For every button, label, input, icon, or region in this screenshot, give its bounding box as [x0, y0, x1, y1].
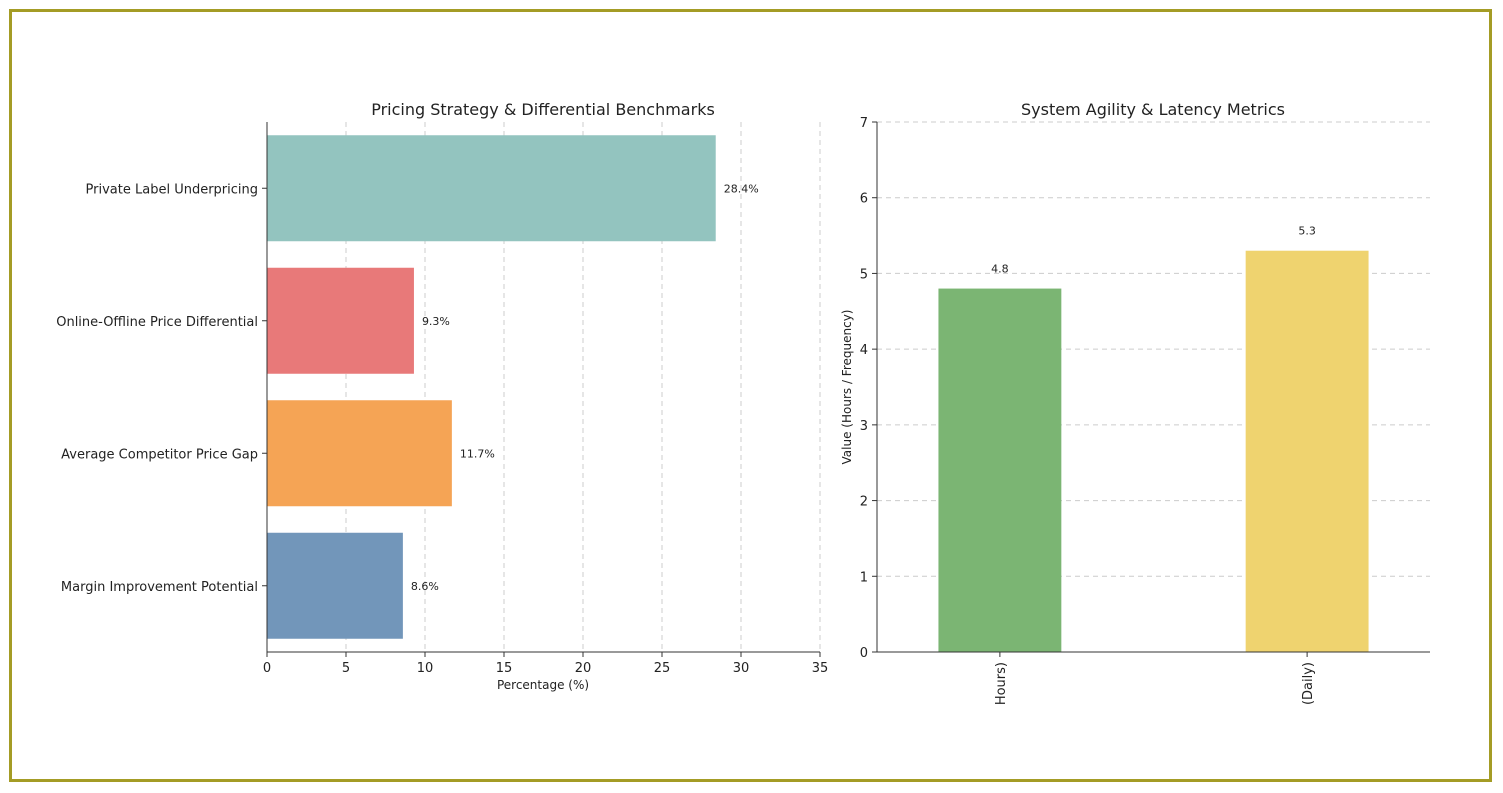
pricing-bar: [267, 135, 716, 242]
agility-y-axis-label: Value (Hours / Frequency): [840, 310, 854, 465]
pricing-category-label: Online-Offline Price Differential: [56, 315, 258, 330]
agility-category-label: Hours): [994, 662, 1009, 705]
pricing-x-tick-label: 20: [575, 661, 592, 676]
pricing-bar: [267, 532, 403, 639]
pricing-data-label: 8.6%: [411, 580, 439, 593]
pricing-data-label: 11.7%: [460, 447, 495, 460]
agility-chart: System Agility & Latency Metrics 0 1 2 3 4 5 6…: [840, 100, 1430, 705]
pricing-category-label: Average Competitor Price Gap: [61, 447, 258, 462]
agility-data-label: 4.8: [991, 263, 1009, 276]
chart-frame: [9, 9, 1492, 782]
pricing-x-tick-label: 0: [263, 661, 271, 676]
agility-y-tick-label: 5: [860, 267, 868, 282]
pricing-x-tick-label: 10: [417, 661, 434, 676]
pricing-x-tick-label: 25: [654, 661, 671, 676]
pricing-category-label: Private Label Underpricing: [86, 182, 258, 197]
pricing-x-tick-label: 35: [812, 661, 829, 676]
pricing-bar: [267, 267, 414, 374]
pricing-x-axis-label: Percentage (%): [497, 678, 589, 692]
pricing-category-label: Margin Improvement Potential: [61, 580, 258, 595]
agility-y-tick-label: 1: [860, 570, 868, 585]
agility-bar: [1245, 250, 1369, 652]
agility-y-tick-label: 2: [860, 495, 868, 510]
pricing-x-tick-label: 30: [733, 661, 750, 676]
pricing-chart: Pricing Strategy & Differential Benchmar…: [56, 100, 828, 692]
agility-chart-title: System Agility & Latency Metrics: [1021, 100, 1285, 119]
agility-y-tick-label: 6: [860, 192, 868, 207]
agility-y-tick-label: 3: [860, 419, 868, 434]
agility-data-label: 5.3: [1298, 225, 1316, 238]
agility-y-tick-label: 7: [860, 116, 868, 131]
pricing-bar: [267, 400, 452, 507]
agility-y-tick-label: 0: [860, 646, 868, 661]
agility-bar: [938, 288, 1062, 652]
agility-category-label: (Daily): [1301, 662, 1316, 705]
pricing-chart-title: Pricing Strategy & Differential Benchmar…: [371, 100, 715, 119]
pricing-x-tick-label: 15: [496, 661, 513, 676]
pricing-data-label: 9.3%: [422, 315, 450, 328]
pricing-data-label: 28.4%: [724, 182, 759, 195]
agility-y-tick-label: 4: [860, 343, 868, 358]
pricing-x-tick-label: 5: [342, 661, 350, 676]
